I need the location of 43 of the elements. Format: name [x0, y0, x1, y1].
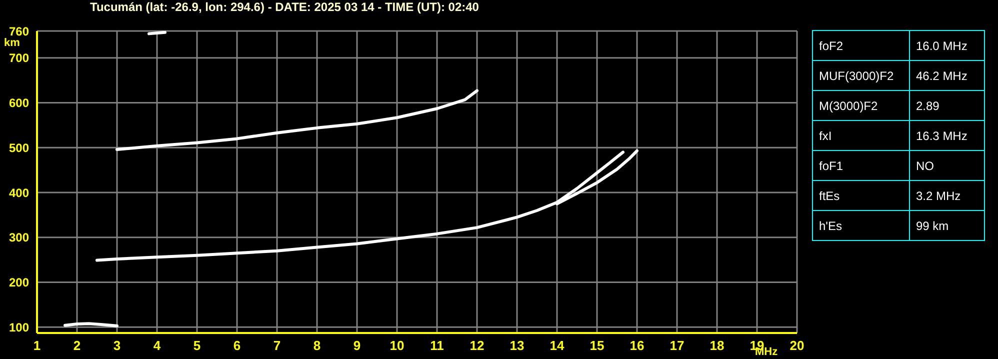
x-tick-label: 8 — [313, 338, 321, 354]
y-tick-label: 500 — [8, 140, 30, 155]
x-tick-label: 17 — [670, 338, 684, 354]
text: ftEs — [812, 180, 910, 210]
text: foF2 — [812, 30, 910, 60]
x-tick-label: 5 — [193, 338, 201, 354]
x-tick-label: 1 — [33, 338, 41, 354]
x-tick-label: 7 — [273, 338, 281, 354]
y-tick-label: 600 — [8, 96, 30, 110]
text: h'Es — [812, 210, 910, 240]
text: MUF(3000)F2 — [812, 60, 910, 90]
x-tick-label: 6 — [233, 338, 241, 354]
y-tick-label: 200 — [8, 276, 30, 290]
chart-title: Tucumán (lat: -26.9, lon: 294.6) - DATE: 2025 03 14 - TIME (UT): 02:40 — [90, 0, 479, 14]
text: fxI — [812, 120, 910, 150]
text: 16.3 MHz — [910, 120, 984, 150]
x-tick-label: 4 — [153, 338, 162, 354]
text: 46.2 MHz — [910, 60, 984, 90]
y-axis-title: km — [4, 37, 20, 49]
y-tick-label: 700 — [8, 51, 30, 66]
text: M(3000)F2 — [812, 90, 910, 120]
x-tick-label: 3 — [113, 338, 121, 354]
text: 99 km — [910, 210, 984, 240]
x-tick-label: 20 — [790, 338, 804, 354]
text: 2.89 — [910, 90, 984, 120]
y-tick-label: 300 — [8, 230, 30, 245]
y-tick-label: 100 — [8, 320, 30, 334]
x-tick-label: 2 — [73, 338, 81, 354]
x-tick-label: 10 — [390, 338, 404, 354]
text: 16.0 MHz — [910, 30, 984, 60]
x-tick-label: 11 — [430, 338, 444, 354]
x-tick-label: 18 — [710, 338, 724, 354]
x-tick-label: 12 — [470, 338, 484, 354]
x-tick-label: 9 — [353, 338, 361, 354]
text: NO — [910, 150, 984, 180]
x-tick-label: 16 — [630, 338, 644, 354]
x-tick-label: 15 — [590, 338, 604, 354]
text: 3.2 MHz — [910, 180, 984, 210]
y-tick-label: 760 — [8, 24, 30, 38]
y-tick-label: 400 — [8, 186, 30, 200]
x-tick-label: 13 — [510, 338, 524, 354]
x-tick-label: 14 — [550, 338, 565, 354]
text: foF1 — [812, 150, 910, 180]
